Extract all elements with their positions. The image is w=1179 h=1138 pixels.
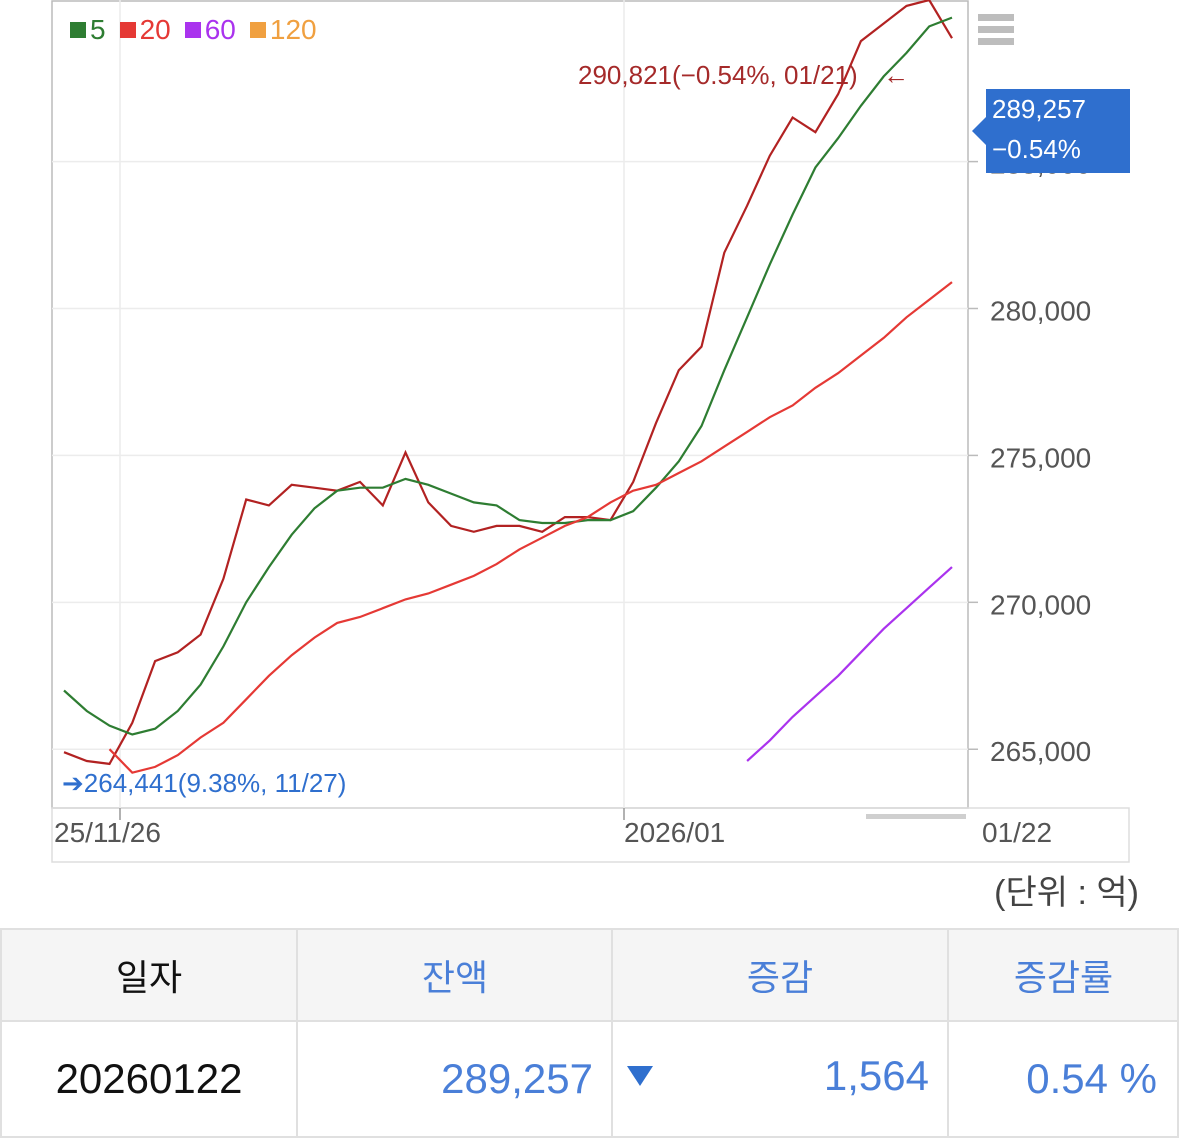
header-rate: 증감률 [947, 928, 1179, 1022]
y-tick-label: 280,000 [990, 296, 1091, 327]
down-triangle-icon [627, 1066, 653, 1086]
cell-change: 1,564 [611, 1020, 949, 1138]
cell-change-value: 1,564 [823, 1052, 929, 1099]
high-annotation: 290,821(−0.54%, 01/21) ← [578, 60, 909, 91]
legend-swatch-5 [70, 22, 86, 38]
x-tick-label: 01/22 [982, 817, 1052, 848]
last-value: 289,257 [992, 94, 1086, 124]
legend-label-120: 120 [269, 14, 317, 45]
right-arrow-icon: ➔ [62, 768, 84, 798]
menu-icon[interactable] [978, 14, 1014, 50]
series-line-60 [746, 566, 953, 762]
x-axis-frame [51, 807, 1130, 863]
y-tick-label: 265,000 [990, 736, 1091, 767]
series-line-20 [108, 281, 953, 774]
low-annotation-text: 264,441(9.38%, 11/27) [83, 768, 347, 798]
series-line-price [63, 0, 953, 766]
scroll-indicator [866, 814, 966, 819]
legend-label-20: 20 [139, 14, 171, 45]
legend-item-120[interactable]: 120 [249, 14, 317, 46]
legend-item-20[interactable]: 20 [119, 14, 171, 46]
legend-item-5[interactable]: 5 [70, 14, 106, 46]
chart-area: 265,000270,000275,000280,000285,00025/11… [51, 0, 1139, 912]
series-line-5 [63, 16, 953, 736]
legend-label-60: 60 [204, 14, 236, 45]
legend-item-60[interactable]: 60 [184, 14, 236, 46]
legend-swatch-20 [119, 22, 136, 38]
last-value-badge: 289,257 −0.54% [972, 89, 1130, 173]
cell-date: 20260122 [0, 1020, 298, 1138]
chart-svg: 265,000270,000275,000280,000285,00025/11… [51, 0, 1130, 863]
x-tick-label: 25/11/26 [54, 817, 161, 848]
header-date: 일자 [0, 928, 298, 1022]
plot-frame [51, 0, 969, 809]
chart-legend: 5 20 60 120 [70, 14, 317, 46]
low-annotation: ➔264,441(9.38%, 11/27) [62, 768, 346, 799]
last-change: −0.54% [992, 134, 1081, 164]
table-header-row: 일자 잔액 증감 증감률 [0, 928, 1179, 1022]
y-tick-label: 270,000 [990, 589, 1091, 620]
legend-label-5: 5 [90, 14, 106, 45]
table-row: 20260122 289,257 1,564 0.54 % [0, 1020, 1179, 1138]
header-balance: 잔액 [296, 928, 613, 1022]
header-change: 증감 [611, 928, 949, 1022]
cell-rate: 0.54 % [947, 1020, 1179, 1138]
x-tick-label: 2026/01 [624, 817, 725, 848]
y-tick-label: 275,000 [990, 442, 1091, 473]
legend-swatch-120 [249, 22, 266, 38]
unit-label: (단위 : 억) [994, 874, 1139, 912]
high-annotation-text: 290,821(−0.54%, 01/21) [578, 60, 858, 90]
data-table: 일자 잔액 증감 증감률 20260122 289,257 1,564 0.54… [0, 928, 1179, 1138]
legend-swatch-60 [184, 22, 201, 38]
left-arrow-icon: ← [882, 60, 909, 90]
cell-balance: 289,257 [296, 1020, 613, 1138]
